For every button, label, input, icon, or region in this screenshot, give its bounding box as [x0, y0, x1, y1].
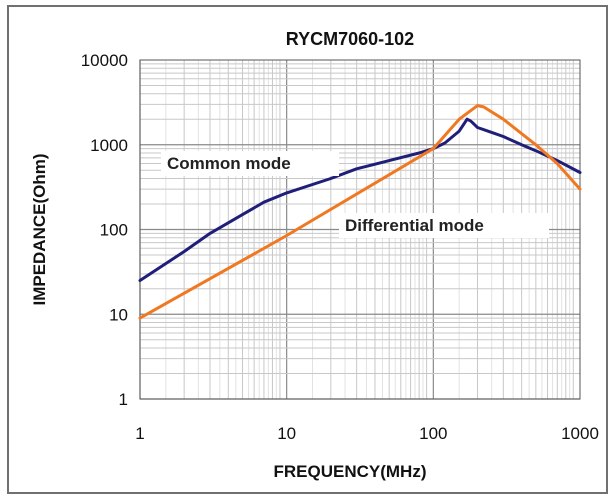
chart-frame: Common mode Differential mode 1 10 100 1000 1…: [7, 5, 608, 494]
y-axis-label: IMPEDANCE(Ohm): [30, 153, 49, 305]
annotation-differential-mode-background: [339, 213, 549, 238]
annotation-common-mode-background: [161, 151, 339, 176]
y-tick-label: 1: [119, 390, 128, 409]
series-line-differential-mode: [138, 104, 582, 320]
y-tick-label: 10: [109, 305, 128, 324]
x-tick-label: 1: [135, 424, 144, 443]
annotations: Common mode Differential mode: [161, 151, 549, 238]
grid: [139, 60, 580, 400]
x-tick-label: 1000: [561, 424, 599, 443]
series-group: [138, 104, 582, 320]
series-line-common-mode: [138, 117, 582, 282]
y-tick-label: 10000: [81, 51, 128, 70]
x-tick-label: 10: [277, 424, 296, 443]
annotation-differential-mode: Differential mode: [345, 216, 484, 235]
x-axis-label: FREQUENCY(MHz): [274, 462, 427, 481]
y-tick-label: 1000: [90, 136, 128, 155]
y-tick-label: 100: [100, 221, 128, 240]
x-tick-label: 100: [419, 424, 447, 443]
plot-border: [139, 59, 581, 400]
annotation-common-mode: Common mode: [167, 154, 291, 173]
chart-title: RYCM7060-102: [286, 29, 414, 49]
tick-labels: 1 10 100 1000 1 10 100 1000 10000: [81, 51, 599, 443]
